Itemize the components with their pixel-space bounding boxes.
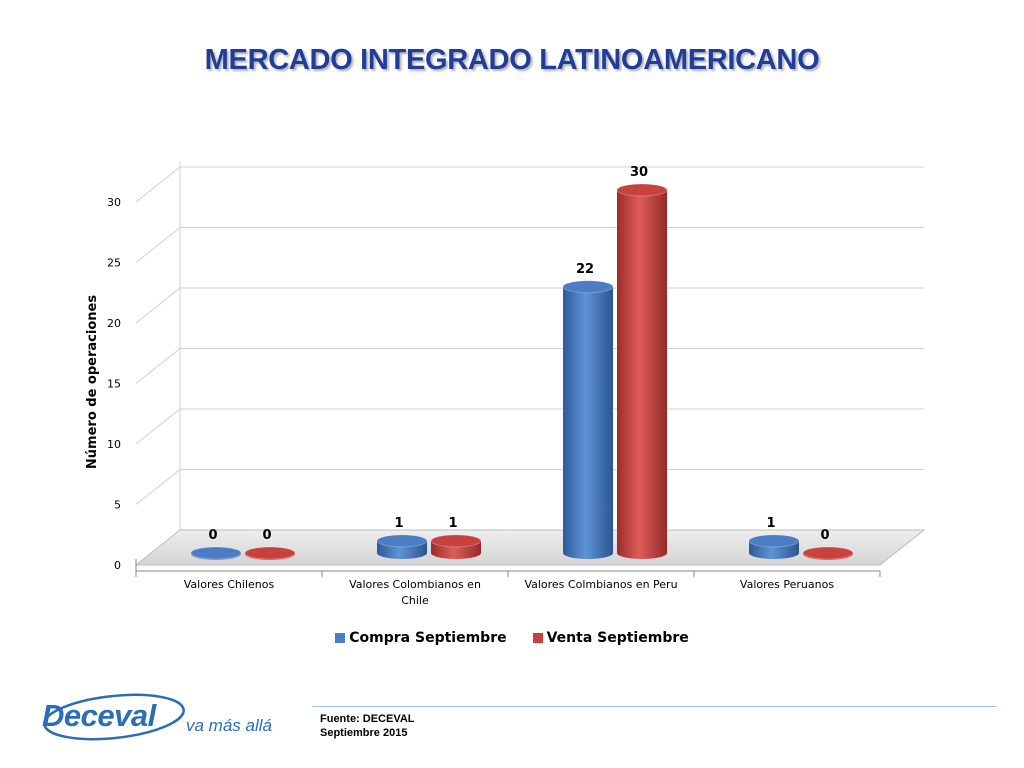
- bar-venta: [802, 546, 854, 560]
- bar-top-cap: [562, 280, 614, 294]
- legend-swatch-venta: [532, 633, 543, 643]
- legend-item-compra: Compra Septiembre: [335, 630, 507, 646]
- gridline-side: [135, 469, 181, 505]
- y-tick-label: 5: [114, 499, 121, 512]
- deceval-logo: Deceval va más allá: [42, 690, 282, 748]
- gridline-side: [135, 287, 181, 324]
- source-note: Fuente: DECEVAL Septiembre 2015: [320, 712, 415, 740]
- legend: Compra Septiembre Venta Septiembre: [0, 630, 1024, 646]
- data-label: 1: [394, 516, 403, 531]
- chart-floor: [134, 529, 926, 566]
- logo-tagline: va más allá: [186, 716, 272, 735]
- x-tick-label: Valores Colombianos en Chile: [349, 578, 481, 607]
- data-label: 0: [208, 528, 217, 543]
- source-line-1: Fuente: DECEVAL: [320, 713, 415, 725]
- data-label: 1: [766, 516, 775, 531]
- y-tick-label: 15: [107, 378, 121, 391]
- gridline-side: [135, 166, 181, 203]
- bar-top-cap: [244, 546, 296, 560]
- bar-top-cap: [376, 534, 428, 548]
- legend-swatch-compra: [335, 633, 346, 643]
- legend-label-compra: Compra Septiembre: [349, 630, 507, 646]
- bar-compra: [748, 534, 800, 559]
- bar-top-cap: [802, 546, 854, 560]
- x-tick-label: Valores Peruanos: [740, 578, 834, 591]
- y-tick-label: 0: [114, 559, 121, 572]
- bar-top-cap: [190, 546, 242, 560]
- data-label: 1: [448, 516, 457, 531]
- source-line-2: Septiembre 2015: [320, 727, 408, 739]
- logo-swoosh: [43, 693, 185, 741]
- y-axis-label: Número de operaciones: [85, 295, 100, 469]
- bar-top-cap: [616, 183, 668, 197]
- slide-title: MERCADO INTEGRADO LATINOAMERICANO: [204, 44, 820, 76]
- gridline-side: [135, 227, 181, 263]
- footer-divider: [312, 706, 996, 707]
- data-label: 0: [262, 528, 271, 543]
- gridline-side: [135, 348, 181, 384]
- bar-compra: [562, 280, 614, 559]
- legend-label-venta: Venta Septiembre: [546, 630, 689, 646]
- bar-top-cap: [430, 534, 482, 548]
- bar-body: [563, 286, 613, 559]
- bar-top-cap: [748, 534, 800, 548]
- bar-venta: [244, 546, 296, 560]
- y-tick-label: 10: [107, 438, 121, 451]
- legend-item-venta: Venta Septiembre: [532, 630, 689, 646]
- grid-layer: [134, 161, 926, 577]
- bar-venta: [430, 534, 482, 559]
- bar-body: [617, 190, 667, 559]
- data-label: 0: [820, 528, 829, 543]
- x-tick-label: Valores Colmbianos en Peru: [524, 578, 677, 591]
- bar-compra: [190, 546, 242, 560]
- y-tick-label: 20: [107, 317, 121, 330]
- bar-venta: [616, 183, 668, 559]
- y-tick-label: 30: [107, 196, 121, 209]
- bars-layer: [190, 183, 854, 560]
- y-tick-label: 25: [107, 257, 121, 270]
- x-tick-label: Valores Chilenos: [184, 578, 275, 591]
- data-label: 22: [576, 262, 594, 277]
- data-label: 30: [630, 165, 648, 180]
- gridline-side: [135, 408, 181, 445]
- logo-wordmark: Deceval: [42, 698, 156, 733]
- bar-compra: [376, 534, 428, 559]
